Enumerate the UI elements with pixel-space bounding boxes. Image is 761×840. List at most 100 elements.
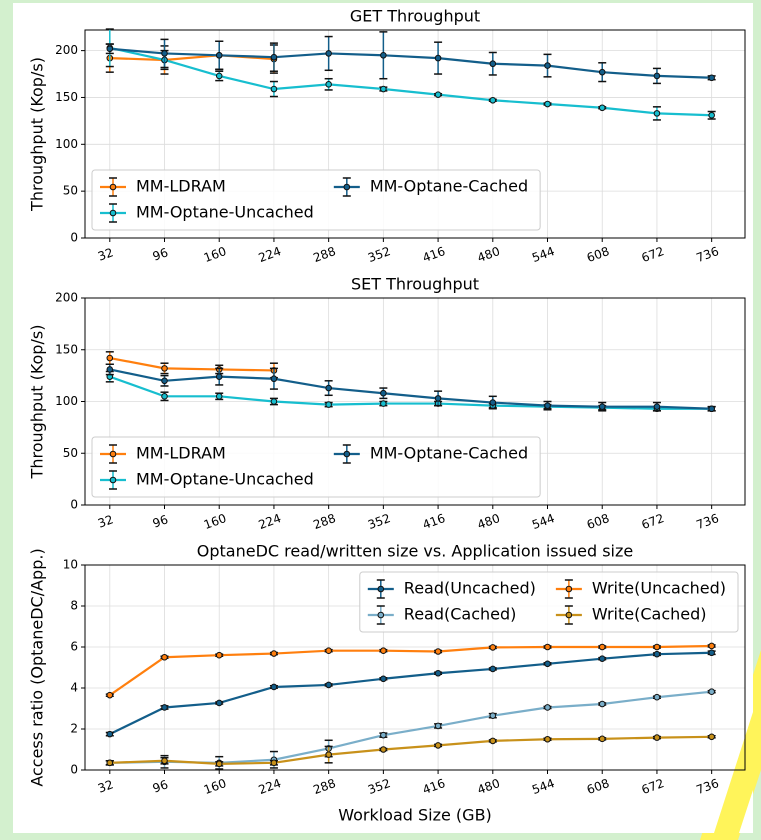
data-point (708, 733, 715, 741)
data-point (161, 365, 168, 372)
data-point (434, 54, 442, 62)
data-point (489, 737, 497, 745)
data-point (106, 691, 114, 699)
data-point (161, 757, 168, 765)
chart-title: OptaneDC read/written size vs. Applicati… (197, 542, 633, 561)
legend-swatch (109, 450, 117, 458)
data-point (653, 693, 661, 701)
data-point (544, 643, 551, 651)
y-tick-label: 150 (55, 90, 78, 104)
plot-frame (84, 29, 746, 239)
series-line (109, 356, 274, 372)
data-point (325, 751, 332, 758)
y-tick-label: 50 (63, 184, 78, 198)
legend-label: MM-LDRAM (136, 177, 226, 196)
data-point (653, 650, 661, 658)
y-axis-label: Throughput (Kop/s) (28, 57, 47, 212)
y-tick-label: 0 (70, 498, 78, 512)
legend-item: Read(Cached) (367, 605, 517, 625)
series-line (109, 735, 712, 765)
data-point (161, 704, 168, 711)
data-point (653, 110, 661, 117)
data-point (270, 650, 278, 657)
legend-swatch (377, 611, 385, 619)
data-point (325, 401, 332, 408)
data-point (380, 51, 387, 59)
data-point (325, 384, 332, 392)
data-point (106, 45, 114, 53)
data-point (325, 647, 332, 654)
data-point (161, 50, 168, 57)
data-point (106, 354, 114, 362)
data-point (653, 643, 661, 651)
y-axis-label: Access ratio (OptaneDC/App.) (28, 548, 47, 786)
data-point (106, 759, 114, 767)
y-tick-label: 200 (55, 291, 78, 305)
data-point (215, 393, 223, 400)
data-point (434, 722, 442, 730)
data-point (215, 51, 223, 59)
legend-swatch (109, 183, 117, 191)
data-point (161, 653, 168, 661)
data-point (544, 704, 551, 711)
data-point (489, 712, 497, 719)
data-point (270, 53, 278, 61)
highlight-stripe (714, 712, 753, 833)
series-line (109, 375, 712, 410)
data-point (489, 644, 497, 651)
legend-box (91, 169, 541, 231)
data-point (325, 681, 332, 689)
legend-box (359, 571, 739, 633)
legend: MM-LDRAM MM-Optane-Uncached MM-Optane-Cach… (91, 169, 541, 231)
plot-frame (84, 564, 746, 771)
legend-label: Read(Cached) (404, 605, 517, 624)
legend-label: Read(Uncached) (404, 579, 536, 598)
data-point (380, 389, 387, 397)
legend-item: Write(Uncached) (555, 579, 726, 599)
chart-title: SET Throughput (351, 275, 479, 294)
data-point (270, 683, 278, 691)
legend-label: Write(Uncached) (592, 579, 726, 598)
data-point (708, 111, 715, 119)
data-point (215, 651, 223, 659)
data-point (598, 643, 606, 651)
legend-item: Read(Uncached) (367, 579, 536, 599)
x-tick-label: 32 (96, 512, 115, 530)
data-point (708, 74, 715, 82)
data-point (106, 366, 114, 373)
legend-label: Write(Cached) (592, 605, 707, 624)
legend-label: MM-Optane-Cached (370, 177, 528, 196)
data-point (434, 742, 442, 749)
legend-swatch (109, 476, 117, 484)
data-point (380, 647, 387, 654)
data-point (653, 734, 661, 741)
legend-box (91, 436, 541, 498)
y-tick-label: 10 (63, 558, 78, 572)
y-tick-label: 6 (70, 640, 78, 654)
y-tick-label: 4 (70, 681, 78, 695)
data-point (598, 655, 606, 662)
y-axis-label: Throughput (Kop/s) (28, 325, 47, 480)
data-point (708, 688, 715, 695)
y-tick-label: 150 (55, 342, 78, 356)
legend-swatch (343, 450, 351, 458)
legend-item: MM-Optane-Cached (333, 177, 528, 197)
data-point (708, 642, 715, 650)
data-point (215, 699, 223, 707)
data-point (380, 400, 387, 407)
series-line (109, 644, 712, 697)
legend-label: MM-Optane-Uncached (136, 470, 314, 489)
data-point (544, 100, 551, 108)
data-point (489, 665, 497, 673)
data-point (270, 85, 278, 93)
data-point (708, 649, 715, 657)
series-line (109, 368, 712, 410)
data-point (215, 760, 223, 768)
legend-item: Write(Cached) (555, 605, 707, 625)
data-point (380, 85, 387, 93)
data-point (544, 62, 551, 69)
x-axis-label: Workload Size (GB) (338, 806, 492, 825)
legend-label: MM-Optane-Cached (370, 444, 528, 463)
